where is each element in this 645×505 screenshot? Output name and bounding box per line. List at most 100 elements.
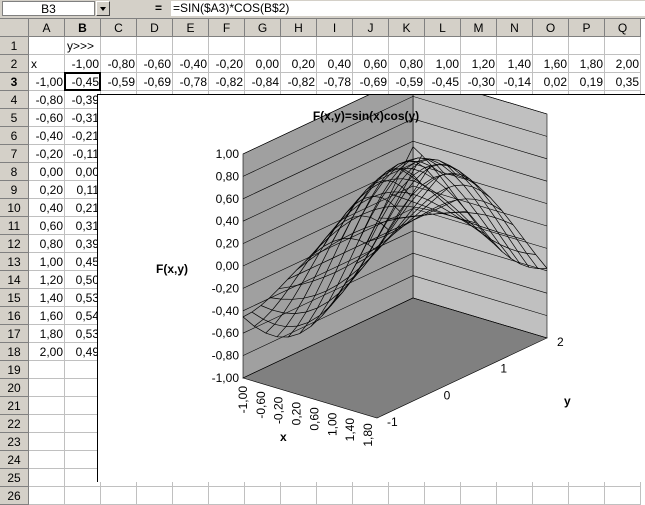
cell-n1[interactable] xyxy=(497,37,533,55)
cell-a5[interactable] xyxy=(29,109,65,127)
cell-a13[interactable] xyxy=(29,253,65,271)
row-header-21[interactable]: 21 xyxy=(0,397,29,415)
cell-h2[interactable] xyxy=(281,55,317,73)
cell-a2[interactable] xyxy=(29,55,65,73)
column-header-q[interactable]: Q xyxy=(605,19,641,37)
cell-i26[interactable] xyxy=(317,487,353,505)
column-header-i[interactable]: I xyxy=(317,19,353,37)
cell-a20[interactable] xyxy=(29,379,65,397)
cell-c2[interactable] xyxy=(101,55,137,73)
column-header-l[interactable]: L xyxy=(425,19,461,37)
column-header-n[interactable]: N xyxy=(497,19,533,37)
cell-q2[interactable] xyxy=(605,55,641,73)
row-header-24[interactable]: 24 xyxy=(0,451,29,469)
active-cell-outline[interactable] xyxy=(64,72,101,91)
cell-m3[interactable] xyxy=(461,73,497,91)
cell-n26[interactable] xyxy=(497,487,533,505)
cell-b20[interactable] xyxy=(65,379,101,397)
cell-k1[interactable] xyxy=(389,37,425,55)
cell-b24[interactable] xyxy=(65,451,101,469)
column-header-f[interactable]: F xyxy=(209,19,245,37)
cell-a4[interactable] xyxy=(29,91,65,109)
surface-chart[interactable]: 1,00 0,80 0,60 0,40 0,20 0,00 -0,20 -0,40 -0,60-… xyxy=(97,94,645,482)
cell-a15[interactable] xyxy=(29,289,65,307)
cell-j3[interactable] xyxy=(353,73,389,91)
cell-i3[interactable] xyxy=(317,73,353,91)
cell-g26[interactable] xyxy=(245,487,281,505)
cell-g2[interactable] xyxy=(245,55,281,73)
name-box-dropdown-button[interactable] xyxy=(96,1,110,16)
select-all-corner[interactable] xyxy=(0,19,29,37)
cell-b1[interactable] xyxy=(65,37,101,55)
row-header-9[interactable]: 9 xyxy=(0,181,29,199)
row-header-8[interactable]: 8 xyxy=(0,163,29,181)
cell-l26[interactable] xyxy=(425,487,461,505)
formula-input[interactable]: =SIN($A3)*COS(B$2) xyxy=(171,1,645,16)
cell-b26[interactable] xyxy=(65,487,101,505)
cell-a1[interactable] xyxy=(29,37,65,55)
cell-d2[interactable] xyxy=(137,55,173,73)
cell-o1[interactable] xyxy=(533,37,569,55)
column-header-j[interactable]: J xyxy=(353,19,389,37)
cell-m26[interactable] xyxy=(461,487,497,505)
cell-a7[interactable] xyxy=(29,145,65,163)
cell-o2[interactable] xyxy=(533,55,569,73)
cell-b22[interactable] xyxy=(65,415,101,433)
cell-q3[interactable] xyxy=(605,73,641,91)
cell-a22[interactable] xyxy=(29,415,65,433)
row-header-6[interactable]: 6 xyxy=(0,127,29,145)
column-header-g[interactable]: G xyxy=(245,19,281,37)
cell-a19[interactable] xyxy=(29,361,65,379)
cell-p2[interactable] xyxy=(569,55,605,73)
cell-k26[interactable] xyxy=(389,487,425,505)
column-header-b[interactable]: B xyxy=(65,19,101,37)
cell-f26[interactable] xyxy=(209,487,245,505)
cell-l1[interactable] xyxy=(425,37,461,55)
cell-b25[interactable] xyxy=(65,469,101,487)
cell-a8[interactable] xyxy=(29,163,65,181)
cell-a14[interactable] xyxy=(29,271,65,289)
cell-a6[interactable] xyxy=(29,127,65,145)
cell-l2[interactable] xyxy=(425,55,461,73)
cell-j1[interactable] xyxy=(353,37,389,55)
column-header-e[interactable]: E xyxy=(173,19,209,37)
row-header-14[interactable]: 14 xyxy=(0,271,29,289)
cell-m1[interactable] xyxy=(461,37,497,55)
cell-a16[interactable] xyxy=(29,307,65,325)
row-header-15[interactable]: 15 xyxy=(0,289,29,307)
cell-o26[interactable] xyxy=(533,487,569,505)
cell-a23[interactable] xyxy=(29,433,65,451)
column-header-h[interactable]: H xyxy=(281,19,317,37)
row-header-26[interactable]: 26 xyxy=(0,487,29,505)
column-header-o[interactable]: O xyxy=(533,19,569,37)
row-header-1[interactable]: 1 xyxy=(0,37,29,55)
cell-n2[interactable] xyxy=(497,55,533,73)
row-header-17[interactable]: 17 xyxy=(0,325,29,343)
name-box[interactable]: B3 xyxy=(2,1,95,16)
row-header-12[interactable]: 12 xyxy=(0,235,29,253)
cell-p26[interactable] xyxy=(569,487,605,505)
column-header-d[interactable]: D xyxy=(137,19,173,37)
cell-d3[interactable] xyxy=(137,73,173,91)
cell-n3[interactable] xyxy=(497,73,533,91)
row-header-23[interactable]: 23 xyxy=(0,433,29,451)
cell-j26[interactable] xyxy=(353,487,389,505)
cell-h1[interactable] xyxy=(281,37,317,55)
column-header-c[interactable]: C xyxy=(101,19,137,37)
row-header-25[interactable]: 25 xyxy=(0,469,29,487)
cell-a18[interactable] xyxy=(29,343,65,361)
row-header-11[interactable]: 11 xyxy=(0,217,29,235)
column-header-a[interactable]: A xyxy=(29,19,65,37)
cell-a10[interactable] xyxy=(29,199,65,217)
cell-q1[interactable] xyxy=(605,37,641,55)
cell-a24[interactable] xyxy=(29,451,65,469)
cell-q26[interactable] xyxy=(605,487,641,505)
row-header-13[interactable]: 13 xyxy=(0,253,29,271)
row-header-5[interactable]: 5 xyxy=(0,109,29,127)
cell-e3[interactable] xyxy=(173,73,209,91)
cell-a26[interactable] xyxy=(29,487,65,505)
row-header-4[interactable]: 4 xyxy=(0,91,29,109)
cell-i1[interactable] xyxy=(317,37,353,55)
cell-c3[interactable] xyxy=(101,73,137,91)
cell-f2[interactable] xyxy=(209,55,245,73)
